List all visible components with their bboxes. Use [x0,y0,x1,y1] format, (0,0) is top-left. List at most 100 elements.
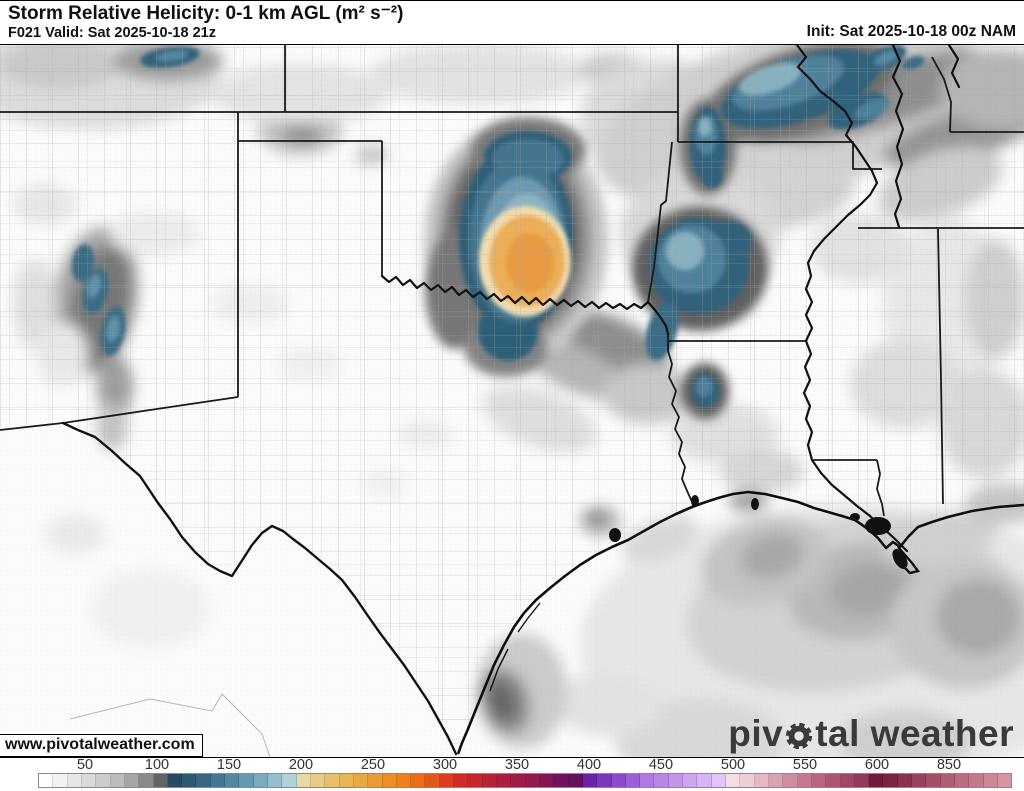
gulf-coastline [456,490,1024,755]
colorbar-segment [926,774,941,787]
border-nm-mexico [0,422,64,431]
colorbar-tick-label: 850 [936,757,962,773]
colorbar-segment [225,774,240,787]
colorbar-segment [53,774,68,787]
rio-grande [61,421,458,756]
rivers-layer [61,45,961,756]
colorbar-segment [268,774,283,787]
colorbar-segment [511,774,526,787]
colorbar-segment [654,774,669,787]
colorbar-segment [196,774,211,787]
colorbar-segment [969,774,984,787]
barrier-islands [489,602,541,692]
sabine-lake [691,495,699,507]
colorbar-segment [768,774,784,787]
red-river [380,274,670,336]
map-title: Storm Relative Helicity: 0-1 km AGL (m² … [8,3,404,25]
colorbar-segment [468,774,483,787]
colorbar-segment [282,774,297,787]
colorbar-tick-label: 500 [720,757,746,773]
colorbar-tick-label: 250 [360,757,386,773]
colorbar-tick-label: 300 [432,757,458,773]
colorbar-segment [325,774,340,787]
colorbar-tick-label: 400 [576,757,602,773]
colorbar-segment [96,774,111,787]
gear-icon [786,722,813,750]
colorbar-segment [869,774,884,787]
colorbar-tick-labels: 50 100 150 200 250 300 350 400 450 500 550 600 850 [38,757,1012,773]
logo-text-piv: piv [728,713,784,754]
colorbar-segment [182,774,197,787]
colorbar-segment [797,774,812,787]
colorbar-segment [296,774,311,787]
colorbar-segment [482,774,497,787]
cumberland-river [947,45,961,89]
colorbar-segment [811,774,827,787]
colorbar-tick-label: 200 [288,757,314,773]
colorbar-segment [554,774,569,787]
valid-time-label: F021 Valid: Sat 2025-10-18 21z [8,25,216,42]
colorbar-segment [153,774,168,787]
colorbar-segment [81,774,97,787]
mississippi-river [795,45,909,553]
colorbar-tick-label: 150 [216,757,242,773]
border-32n [62,396,239,424]
calcasieu-lake [751,498,759,510]
colorbar-strip [38,773,1012,788]
border-ok-ar [647,141,673,303]
colorbar-segment [425,774,440,787]
colorbar-segment [883,774,898,787]
delta-lobe [892,549,908,569]
dither-texture [0,45,1024,757]
colorbar-tick-label: 450 [648,757,674,773]
colorbar-segment [454,774,469,787]
colorbar-segment [640,774,655,787]
colorbar-segment [310,774,326,787]
colorbar-segment [582,774,598,787]
colorbar-segment [783,774,798,787]
colorbar-segment [568,774,583,787]
tennessee-river [891,45,905,229]
coastline-layer [456,490,1024,755]
colorbar-segment [854,774,870,787]
colorbar-segment [683,774,698,787]
map-svg [0,45,1024,757]
colorbar-segment [525,774,540,787]
colorbar-segment [597,774,612,787]
colorbar-segment [396,774,412,787]
colorbar-segment [611,774,626,787]
colorbar-segment [625,774,641,787]
header-bar: Storm Relative Helicity: 0-1 km AGL (m² … [0,0,1024,45]
colorbar-segment [940,774,955,787]
colorbar-segment [353,774,369,787]
colorbar-segment [382,774,397,787]
border-mo-ar [678,141,882,170]
pivotal-weather-logo: piv tal weather [728,713,1014,755]
border-pearl-river [876,459,885,517]
colorbar-segment [110,774,125,787]
lake-pontchartrain [865,517,891,535]
colorbar-segment [955,774,970,787]
mexico-borders [69,693,271,757]
colorbar-footer: 50 100 150 200 250 300 350 400 450 500 550 600 850 [0,757,1024,790]
colorbar-segment [754,774,769,787]
colorbar-segment [439,774,455,787]
colorbar-segment [711,774,726,787]
colorbar-tick-label: 50 [76,757,94,773]
map-area: www.pivotalweather.com piv tal weather [0,45,1024,757]
colorbar-segment [411,774,426,787]
colorbar-segment [239,774,254,787]
colorbar-segment [726,774,741,787]
colorbar-tick-label: 550 [792,757,818,773]
colorbar-segment [39,774,54,787]
colorbar-segment [497,774,512,787]
colorbar-tick-label: 100 [144,757,170,773]
colorbar-segment [912,774,927,787]
colorbar-segment [253,774,268,787]
lake-maurepas [850,513,860,521]
logo-text-tal-weather: tal weather [815,713,1014,754]
border-ms-al [937,228,944,505]
colorbar-segment [983,774,998,787]
border-tx-la [667,334,694,505]
